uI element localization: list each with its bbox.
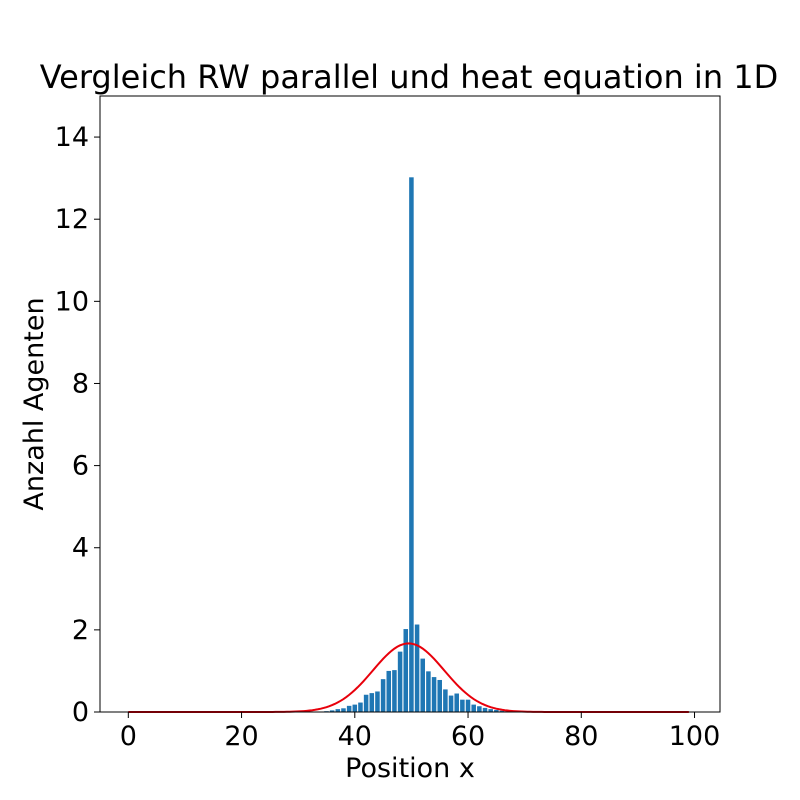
bar (437, 679, 442, 712)
bar (499, 710, 505, 712)
bar (431, 677, 437, 712)
y-tick-label: 12 (55, 204, 89, 235)
y-tick-label: 6 (72, 451, 89, 482)
bar (477, 706, 482, 712)
y-axis-label: Anzahl Agenten (19, 297, 50, 510)
bar (335, 709, 341, 712)
bar (341, 708, 346, 712)
bar (420, 658, 425, 712)
x-axis-ticks: 0 20 40 60 80 100 (120, 712, 721, 752)
bar (346, 705, 352, 712)
plot-frame (99, 95, 721, 713)
y-tick-label: 10 (55, 286, 89, 317)
y-tick-label: 14 (55, 122, 89, 153)
bar (380, 679, 386, 712)
bar (386, 670, 392, 712)
bar (358, 702, 363, 712)
x-axis-label: Position x (345, 753, 475, 784)
bar (403, 629, 409, 712)
bar (460, 699, 465, 712)
x-tick-label: 100 (669, 721, 721, 752)
bar (465, 699, 471, 712)
chart-title: Vergleich RW parallel und heat equation … (40, 58, 779, 96)
bar (352, 704, 358, 712)
bar (409, 177, 414, 712)
bar (448, 695, 454, 712)
bar (488, 709, 493, 712)
x-tick-label: 20 (224, 721, 258, 752)
bar (454, 693, 459, 712)
y-tick-label: 8 (72, 368, 89, 399)
bar (414, 624, 420, 712)
bar (392, 670, 397, 712)
bar (494, 709, 499, 712)
y-tick-label: 2 (72, 615, 89, 646)
x-tick-label: 60 (451, 721, 485, 752)
x-tick-label: 0 (120, 721, 137, 752)
bar (471, 704, 476, 712)
x-tick-label: 80 (564, 721, 598, 752)
bar (482, 707, 488, 712)
x-tick-label: 40 (338, 721, 372, 752)
bar (375, 691, 380, 712)
bar (443, 689, 448, 712)
bar (329, 710, 335, 712)
bar (369, 693, 375, 712)
y-tick-label: 0 (72, 697, 89, 728)
bar (363, 694, 369, 712)
bar-series (324, 177, 510, 712)
bar (397, 651, 403, 712)
y-axis-ticks: 0 2 4 6 8 10 12 14 (55, 122, 100, 728)
bar (426, 671, 431, 712)
y-tick-label: 4 (72, 533, 89, 564)
